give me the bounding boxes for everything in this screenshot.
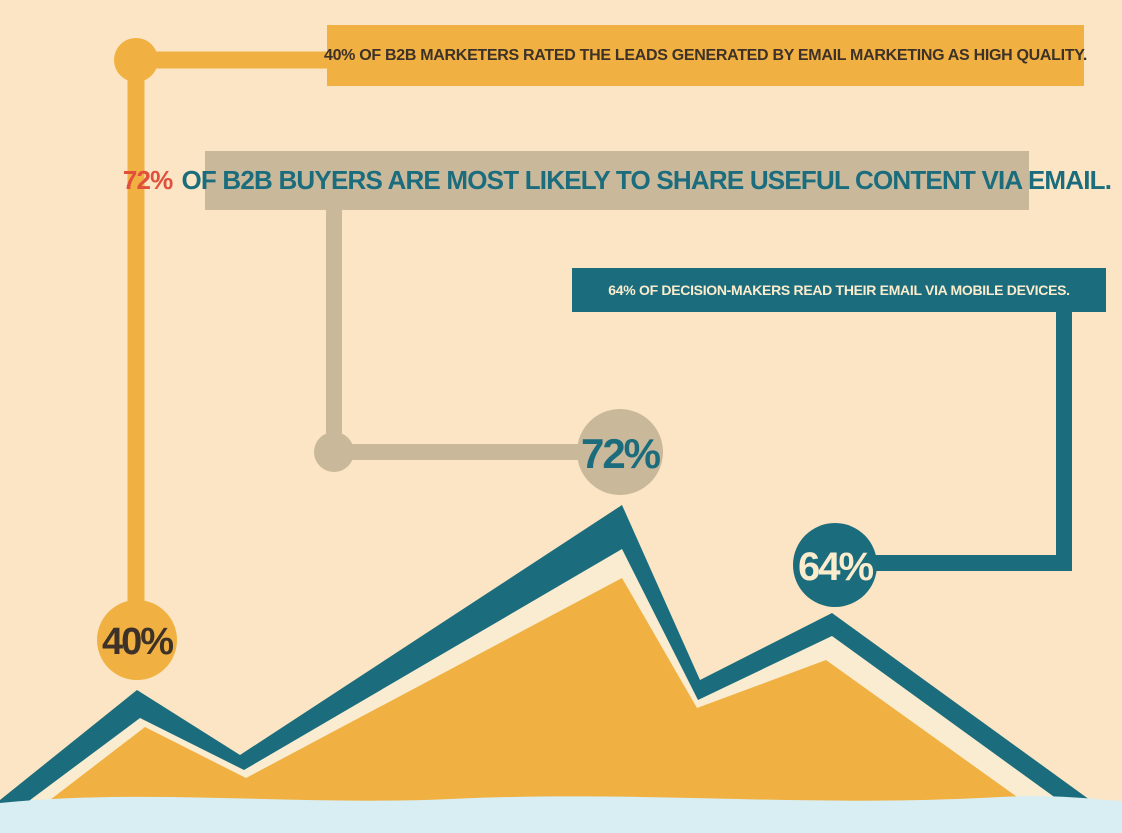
mountain-fill xyxy=(0,578,1122,833)
stat-72-circle xyxy=(577,409,663,495)
stat-40-statement: 40% of B2B marketers rated the leads gen… xyxy=(323,46,1088,64)
stat-40-value: 40% xyxy=(102,621,173,663)
connector-64 xyxy=(840,310,1072,571)
connector-dot-72 xyxy=(314,432,354,472)
connector-dot-40 xyxy=(114,38,158,82)
connector-40 xyxy=(127,51,330,640)
stat-72-statement: of B2B buyers are most likely to share u… xyxy=(181,165,1112,195)
stat-72: 72% xyxy=(577,409,663,495)
stat-64-value: 64% xyxy=(798,545,873,589)
stat-40-circle xyxy=(97,600,177,680)
stat-72-banner: 72% of B2B buyers are most likely to sha… xyxy=(123,151,1112,210)
stat-64-statement: 64% of decision-makers read their email … xyxy=(608,282,1070,298)
stat-64-circle xyxy=(793,523,877,607)
mountain-range-graphic xyxy=(0,505,1122,833)
stat-72-value: 72% xyxy=(581,430,661,477)
connector-72 xyxy=(326,208,620,460)
stat-64: 64% xyxy=(793,523,877,607)
stat-40-banner: 40% of B2B marketers rated the leads gen… xyxy=(323,25,1088,86)
stat-40: 40% xyxy=(97,600,177,680)
ground xyxy=(0,796,1122,833)
stat-64-banner: 64% of decision-makers read their email … xyxy=(572,268,1106,312)
stat-72-highlight: 72% xyxy=(122,165,173,195)
